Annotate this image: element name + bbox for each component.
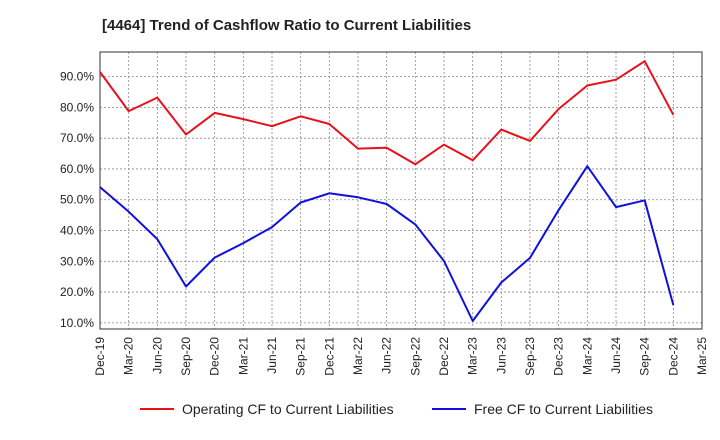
y-tick-label: 90.0% xyxy=(60,70,94,84)
x-tick-label: Mar-23 xyxy=(466,337,480,375)
x-tick-label: Sep-20 xyxy=(179,337,193,376)
y-tick-label: 70.0% xyxy=(60,131,94,145)
legend-label: Free CF to Current Liabilities xyxy=(474,401,653,417)
x-tick-label: Mar-22 xyxy=(351,337,365,375)
plot-border xyxy=(99,51,703,330)
x-tick-label: Dec-19 xyxy=(93,337,107,376)
y-tick-label: 80.0% xyxy=(60,100,94,114)
x-tick-label: Mar-20 xyxy=(122,337,136,375)
x-tick-label: Dec-23 xyxy=(552,337,566,376)
x-tick-label: Dec-22 xyxy=(437,337,451,376)
x-tick-label: Jun-22 xyxy=(380,337,394,374)
y-tick-label: 20.0% xyxy=(60,285,94,299)
x-tick-label: Jun-24 xyxy=(609,337,623,374)
x-tick-label: Sep-23 xyxy=(523,337,537,376)
x-tick-label: Sep-21 xyxy=(294,337,308,376)
x-tick-label: Dec-24 xyxy=(666,337,680,376)
y-tick-label: 30.0% xyxy=(60,254,94,268)
series-line-operating-cf xyxy=(99,60,675,166)
plot-area: 10.0% 20.0% 30.0% 40.0% 50.0% 60.0% 70.0% 80.0%… xyxy=(60,51,709,376)
x-tick-label: Jun-23 xyxy=(494,337,508,374)
y-tick-label: 40.0% xyxy=(60,224,94,238)
x-tick-label: Dec-20 xyxy=(208,337,222,376)
x-tick-label: Jun-21 xyxy=(265,337,279,374)
x-tick-label: Sep-22 xyxy=(408,337,422,376)
x-tick-label: Mar-25 xyxy=(695,337,709,375)
plot-background xyxy=(100,52,702,329)
x-tick-label: Mar-21 xyxy=(236,337,250,375)
chart-title: [4464] Trend of Cashflow Ratio to Curren… xyxy=(102,17,471,34)
x-tick-label: Jun-20 xyxy=(150,337,164,374)
x-tick-label: Sep-24 xyxy=(638,337,652,376)
x-tick-label: Mar-24 xyxy=(580,337,594,375)
x-tick-label: Dec-21 xyxy=(322,337,336,376)
y-tick-label: 50.0% xyxy=(60,193,94,207)
legend-label: Operating CF to Current Liabilities xyxy=(182,401,394,417)
legend: Operating CF to Current Liabilities Free … xyxy=(140,401,653,417)
y-tick-label: 10.0% xyxy=(60,316,94,330)
y-tick-label: 60.0% xyxy=(60,162,94,176)
series-line-free-cf xyxy=(99,165,675,322)
